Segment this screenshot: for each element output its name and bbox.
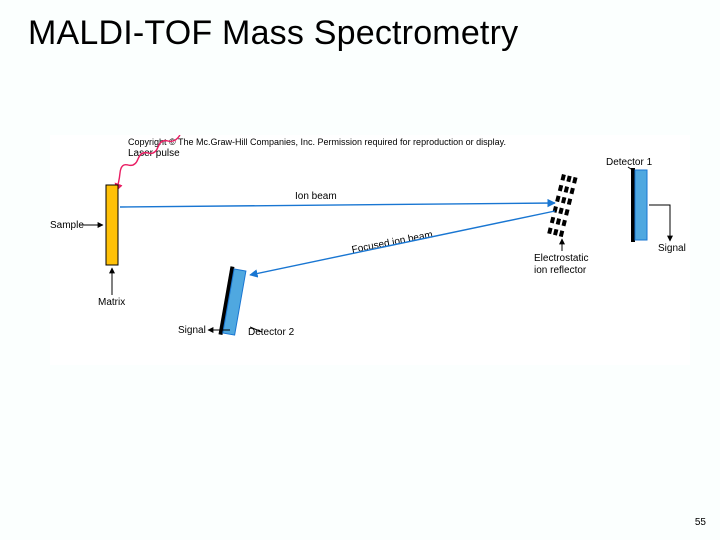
reflector-icon: [548, 174, 575, 239]
detector-2-icon: [219, 266, 247, 337]
sample-plate-icon: [106, 185, 118, 265]
ion-beam-arrow-icon: [120, 203, 555, 207]
slide: MALDI-TOF Mass Spectrometry Copyright © …: [0, 0, 720, 540]
detector2-pointer-icon: [250, 327, 262, 332]
maldi-tof-diagram: Copyright © The Mc.Graw-Hill Companies, …: [50, 135, 690, 365]
detector-1-icon: [631, 168, 647, 242]
page-title: MALDI-TOF Mass Spectrometry: [28, 14, 518, 53]
focused-ion-beam-arrow-icon: [250, 211, 555, 275]
page-number: 55: [695, 517, 706, 528]
laser-pulse-icon: [116, 135, 180, 191]
diagram-svg: [50, 135, 690, 365]
signal-1-arrow-icon: [649, 205, 670, 241]
